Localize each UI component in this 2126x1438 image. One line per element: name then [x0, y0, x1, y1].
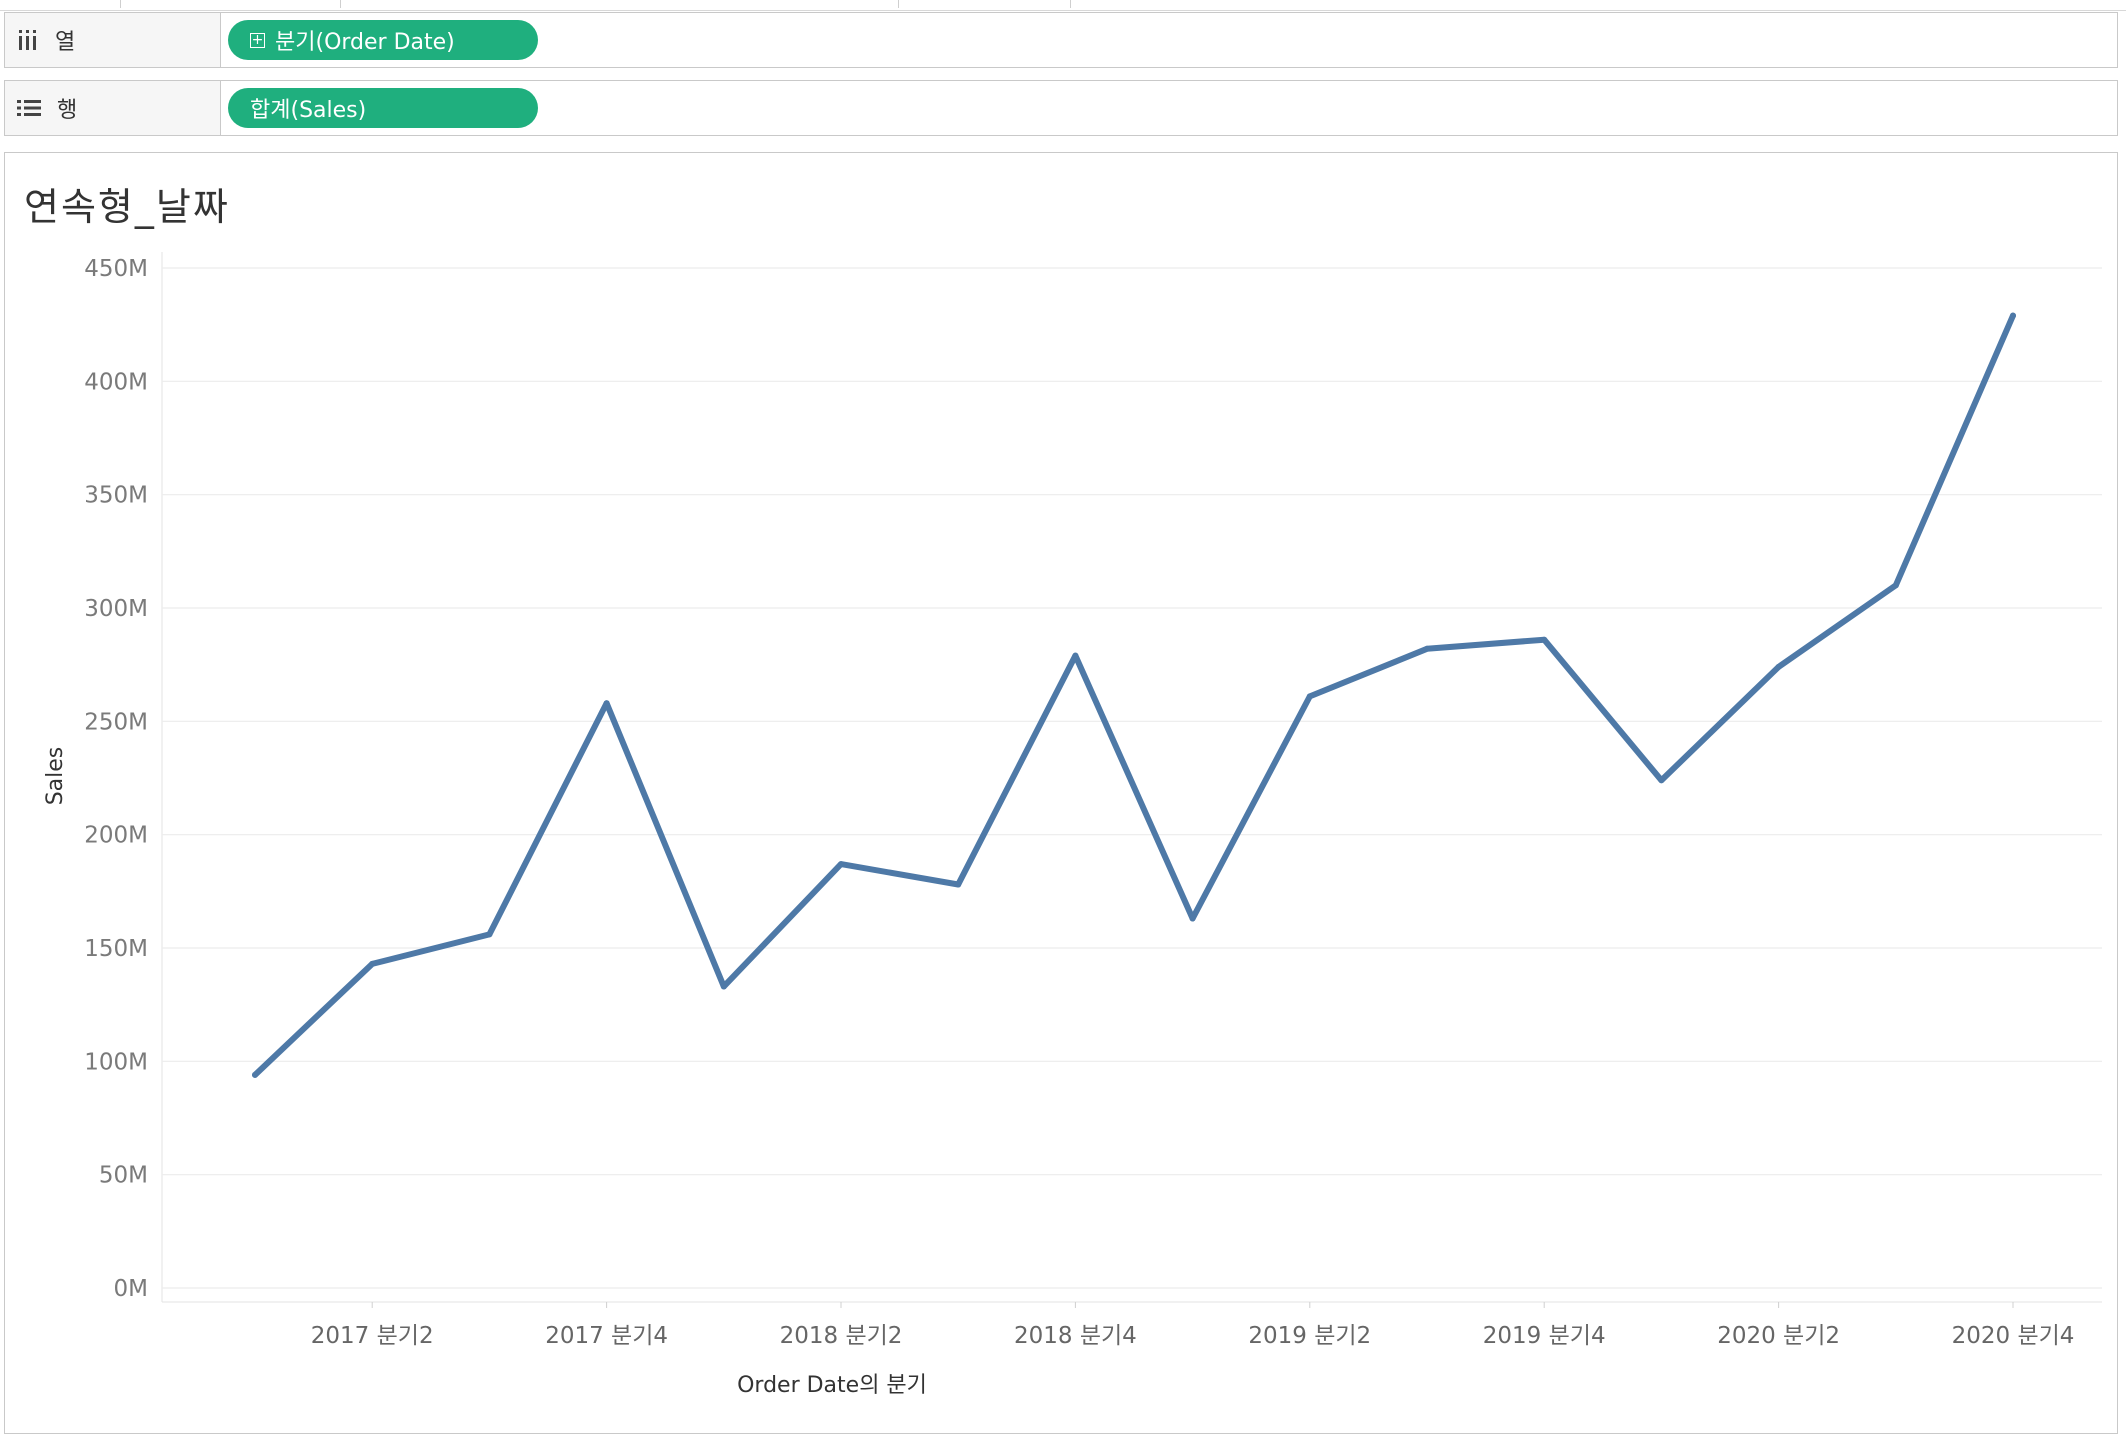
x-tick-label: 2020 분기2	[1717, 1323, 1840, 1349]
y-tick-label: 150M	[84, 936, 148, 962]
data-point[interactable]	[955, 881, 962, 888]
y-tick-label: 250M	[84, 709, 148, 735]
rows-list-icon	[17, 100, 41, 116]
x-tick-label: 2019 분기4	[1483, 1323, 1606, 1349]
columns-label: 열	[55, 30, 76, 55]
x-tick-label: 2017 분기4	[545, 1323, 668, 1349]
x-axis-ticks: 2017 분기2 2017 분기4 2018 분기2 2018 분기4 2019 분기2…	[311, 1302, 2075, 1349]
y-tick-label: 350M	[84, 483, 148, 509]
data-point[interactable]	[1424, 645, 1430, 652]
y-axis-ticks: 0M 50M 100M 150M 200M 250M 300M 350M 400M 450M	[84, 256, 148, 1302]
toolbar-divider	[898, 0, 899, 8]
toolbar-divider	[120, 0, 121, 8]
top-toolbar-strip	[0, 0, 2126, 11]
chart-view	[4, 152, 2118, 1434]
x-tick-label: 2018 분기2	[780, 1323, 903, 1349]
data-point[interactable]	[1306, 693, 1313, 700]
y-axis-title: Sales	[43, 747, 68, 806]
rows-label: 행	[57, 98, 78, 123]
columns-shelf: 열 + 분기(Order Date)	[4, 12, 2118, 68]
rows-drop-area[interactable]: 합계(Sales)	[221, 81, 2117, 135]
series-line-sales[interactable]	[252, 312, 2016, 1078]
columns-icon	[19, 30, 36, 50]
data-point[interactable]	[720, 983, 727, 990]
x-tick-label: 2017 분기2	[311, 1323, 434, 1349]
toolbar-divider	[1070, 0, 1071, 8]
data-point[interactable]	[369, 960, 376, 967]
x-tick-label: 2019 분기2	[1248, 1323, 1371, 1349]
y-tick-label: 200M	[84, 823, 148, 849]
columns-drop-area[interactable]: + 분기(Order Date)	[221, 13, 2117, 67]
data-point[interactable]	[252, 1071, 258, 1078]
y-tick-label: 100M	[84, 1049, 148, 1075]
data-point[interactable]	[1892, 582, 1899, 589]
x-tick-label: 2020 분기4	[1952, 1323, 2075, 1349]
rows-pill-label: 합계(Sales)	[250, 98, 367, 123]
data-point[interactable]	[1072, 652, 1079, 659]
x-axis-title: Order Date의 분기	[737, 1373, 927, 1398]
y-tick-label: 450M	[84, 256, 148, 282]
y-tick-label: 300M	[84, 596, 148, 622]
rows-shelf: 행 합계(Sales)	[4, 80, 2118, 136]
series-sales	[252, 312, 2016, 1078]
data-point[interactable]	[603, 700, 610, 707]
columns-pill-label: 분기(Order Date)	[275, 30, 455, 55]
x-tick-label: 2018 분기4	[1014, 1323, 1137, 1349]
data-point[interactable]	[1775, 663, 1782, 670]
toolbar-divider	[340, 0, 341, 8]
chart-title: 연속형_날짜	[24, 185, 230, 229]
rows-shelf-label: 행	[5, 81, 221, 135]
y-tick-label: 400M	[84, 369, 148, 395]
data-point[interactable]	[1541, 636, 1548, 643]
data-point[interactable]	[486, 931, 493, 938]
rows-pill-sum-sales[interactable]: 합계(Sales)	[228, 88, 538, 128]
data-point[interactable]	[2010, 312, 2016, 319]
columns-shelf-label: 열	[5, 13, 221, 67]
data-point[interactable]	[1189, 915, 1196, 922]
y-tick-label: 50M	[99, 1163, 148, 1189]
data-point[interactable]	[838, 861, 844, 868]
columns-pill-quarter-order-date[interactable]: + 분기(Order Date)	[228, 20, 538, 60]
y-tick-label: 0M	[114, 1276, 148, 1302]
expand-plus-icon[interactable]: +	[250, 32, 265, 48]
data-point[interactable]	[1658, 777, 1665, 784]
